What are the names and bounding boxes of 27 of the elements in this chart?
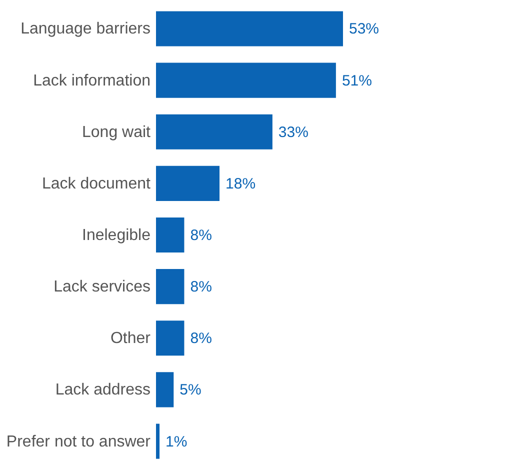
y-tick-label: Lack information (33, 72, 150, 90)
y-tick-label: Other (110, 330, 152, 348)
bar (156, 62, 336, 98)
bar (156, 424, 160, 459)
y-tick-label: Language barriers (20, 20, 150, 38)
bar (156, 372, 174, 408)
bar (156, 166, 220, 201)
y-tick-label: Prefer not to answer (6, 433, 152, 450)
data-label: 18% (226, 175, 256, 192)
bar (156, 114, 272, 150)
y-tick-label: Long wait (82, 124, 152, 141)
data-label: 8% (190, 278, 212, 296)
data-label: 5% (180, 382, 202, 399)
data-label: 53% (349, 20, 380, 38)
data-label: 8% (190, 330, 212, 348)
y-tick-label: Lack services (54, 278, 150, 296)
bar (156, 320, 184, 356)
data-label: 8% (190, 227, 212, 244)
y-tick-label: Lack address (55, 382, 150, 399)
y-tick-label: Lack document (42, 175, 152, 192)
data-label: 1% (166, 433, 188, 450)
bar (156, 217, 184, 253)
data-label: 51% (342, 72, 372, 90)
y-tick-label: Inelegible (82, 227, 151, 244)
bar (156, 269, 184, 304)
bar (156, 11, 343, 46)
data-label: 33% (278, 124, 308, 141)
